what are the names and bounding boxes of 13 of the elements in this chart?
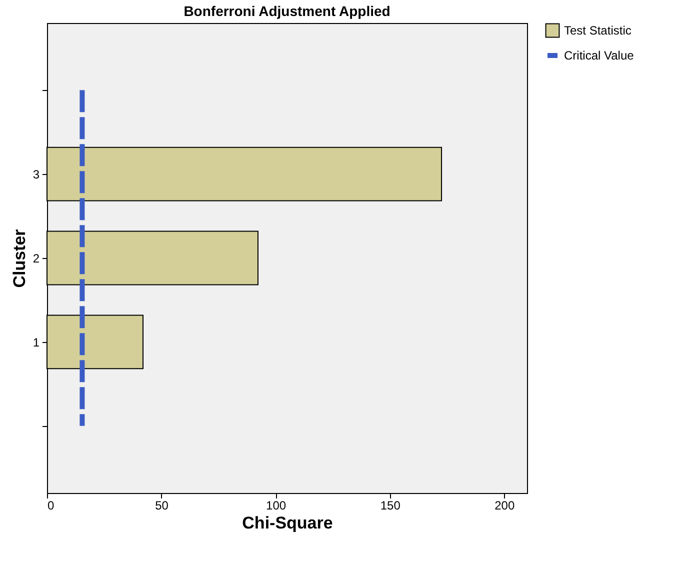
y-tick-label: 1 <box>32 335 40 350</box>
x-tick-label: 150 <box>380 498 401 512</box>
x-tick-label: 50 <box>155 498 169 512</box>
y-tick-label: 2 <box>32 252 40 266</box>
x-tick-label: 0 <box>48 498 54 512</box>
x-tick-label: 100 <box>266 498 286 512</box>
x-axis-title: Chi-Square <box>242 514 333 532</box>
chart-title: Bonferroni Adjustment Applied <box>184 3 390 19</box>
legend-label: Critical Value <box>564 48 634 62</box>
legend-label: Test Statistic <box>564 24 632 38</box>
x-tick-label: 200 <box>494 498 515 512</box>
y-axis-title: Cluster <box>10 228 29 288</box>
y-tick-label: 3 <box>32 168 40 182</box>
